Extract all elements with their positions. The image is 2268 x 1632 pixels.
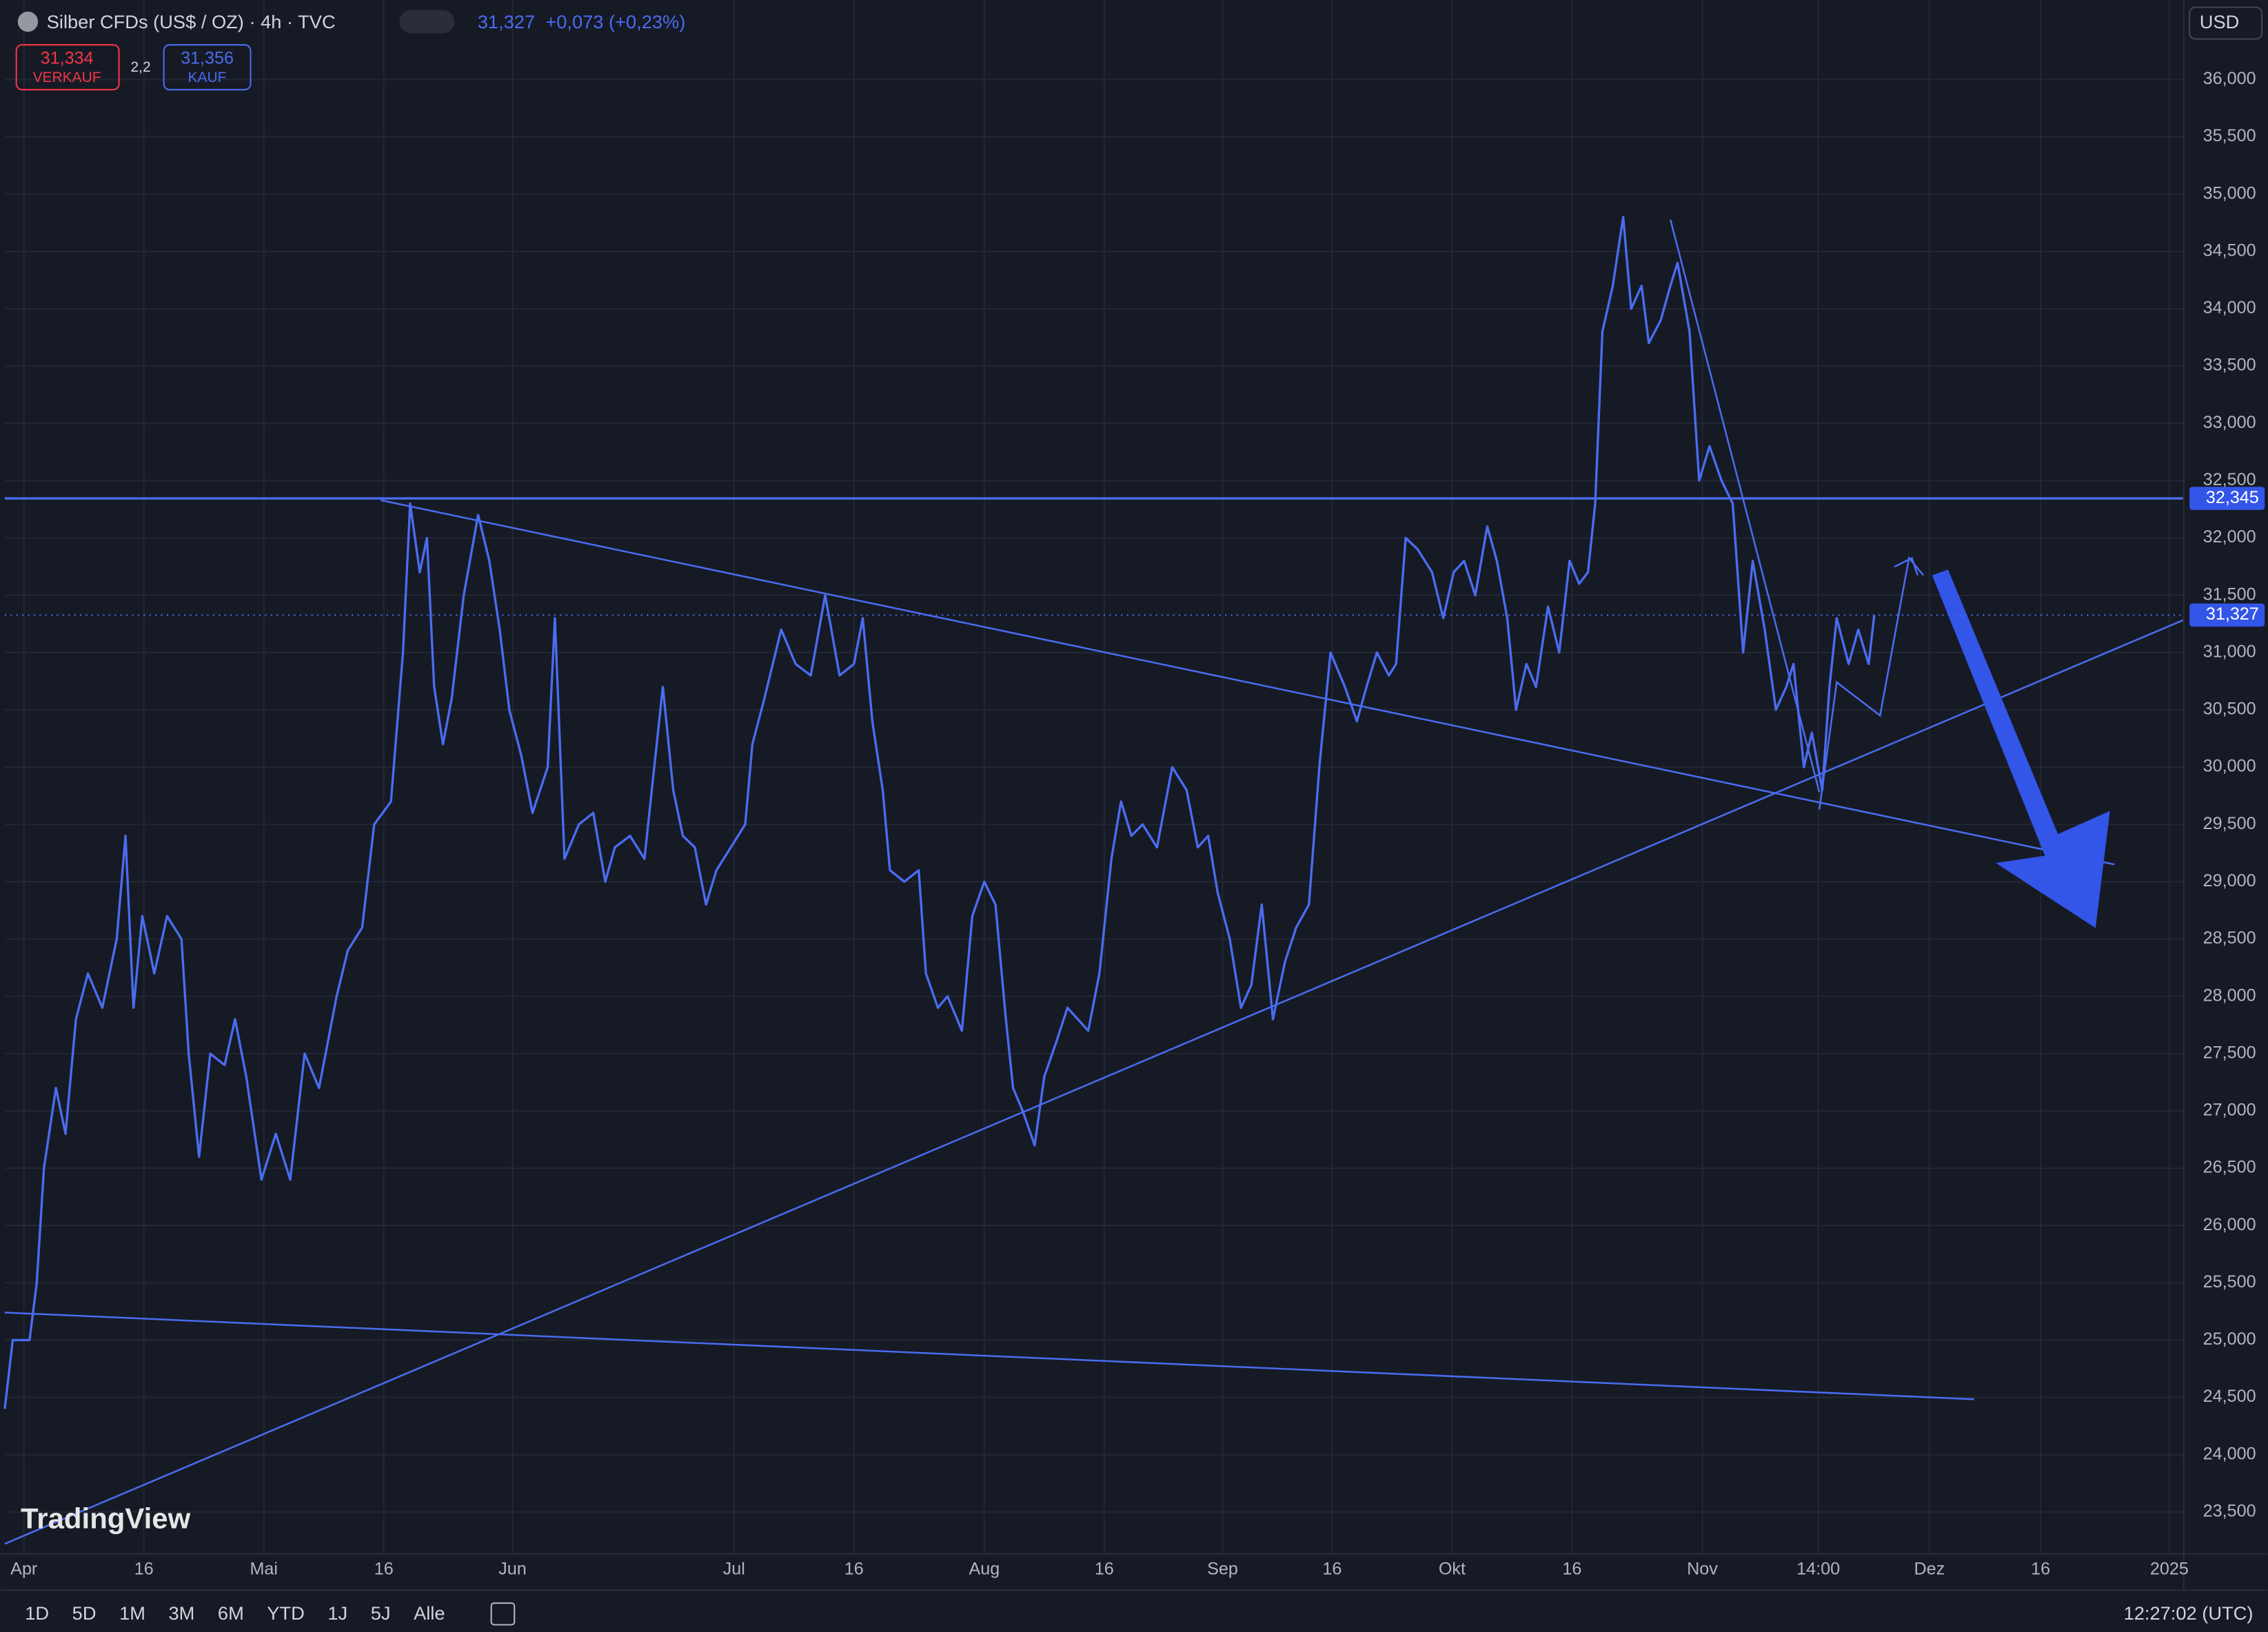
price-label-box (2189, 603, 2265, 627)
x-tick-label: 14:00 (1796, 1559, 1840, 1578)
y-tick-label: 26,000 (2203, 1215, 2256, 1234)
toolbar: 1D 5D 1M 3M 6M YTD 1J 5J Alle (25, 1602, 516, 1626)
y-tick-label: 30,000 (2203, 757, 2256, 776)
y-tick-label: 32,000 (2203, 527, 2256, 547)
x-tick-label: Apr (10, 1559, 37, 1578)
x-tick-label: Okt (1439, 1559, 1466, 1578)
price-label: 31,327 (2206, 604, 2259, 624)
range-button[interactable]: 5D (72, 1602, 97, 1624)
y-tick-label: 31,500 (2203, 584, 2256, 604)
axes: 23,500 24,000 24,500 25,000 25,500 26,000 26,5… (0, 0, 2268, 1591)
y-tick-label: 33,500 (2203, 356, 2256, 375)
y-axis-panel (2183, 0, 2268, 1591)
x-tick-label: 16 (1322, 1559, 1341, 1578)
watermark: TradingView (21, 1502, 191, 1535)
x-tick-label: Sep (1207, 1559, 1238, 1578)
symbol-title: Silber CFDs (US$ / OZ) · 4h · TVC (47, 11, 336, 32)
y-tick-label: 32,500 (2203, 470, 2256, 489)
resistance-trendline (380, 499, 2115, 866)
down-arrow (1932, 569, 2110, 928)
range-button[interactable]: 1J (327, 1602, 347, 1624)
y-tick-label: 35,000 (2203, 183, 2256, 203)
y-tick-label: 31,000 (2203, 642, 2256, 661)
y-tick-label: 28,000 (2203, 986, 2256, 1005)
x-tick-label: 16 (2031, 1559, 2050, 1578)
y-tick-label: 30,500 (2203, 700, 2256, 719)
x-tick-label: Mai (250, 1559, 278, 1578)
y-tick-label: 29,000 (2203, 871, 2256, 890)
buy-button[interactable] (163, 43, 252, 91)
buy-price: 31,356 (181, 49, 234, 68)
y-tick-label: 25,000 (2203, 1329, 2256, 1349)
x-tick-label: 16 (1562, 1559, 1581, 1578)
range-button[interactable]: 6M (218, 1602, 244, 1624)
y-tick-label: 24,000 (2203, 1444, 2256, 1463)
range-button[interactable]: Alle (414, 1602, 445, 1624)
price-label: 32,345 (2206, 488, 2259, 507)
quote: 31,327 (478, 11, 535, 32)
x-tick-label: Jul (723, 1559, 745, 1578)
sell-button[interactable] (15, 43, 120, 91)
projection-arrowhead (1894, 556, 1919, 576)
y-tick-label: 35,500 (2203, 126, 2256, 145)
quote-change: +0,073 (+0,23%) (545, 11, 685, 32)
y-tick-label: 33,000 (2203, 413, 2256, 432)
range-button[interactable]: 5J (371, 1602, 391, 1624)
x-tick-label: 16 (844, 1559, 864, 1578)
lower-trendline (4, 1312, 1974, 1400)
sell-price: 31,334 (41, 49, 94, 68)
x-tick-label: Jun (498, 1559, 527, 1578)
price-line-series (3, 216, 2184, 1409)
price-line (3, 216, 1876, 1409)
x-tick-label: 16 (374, 1559, 394, 1578)
spread: 2,2 (130, 59, 150, 75)
steep-trendline (1669, 219, 1821, 793)
range-button[interactable]: 1M (119, 1602, 145, 1624)
y-tick-label: 26,500 (2203, 1158, 2256, 1177)
sell-label: VERKAUF (33, 70, 101, 85)
y-tick-label: 29,500 (2203, 814, 2256, 833)
x-tick-label: Aug (969, 1559, 1000, 1578)
symbol-icon (17, 11, 39, 32)
y-tick-label: 27,500 (2203, 1043, 2256, 1062)
x-tick-label: 16 (1095, 1559, 1114, 1578)
status-pill (399, 10, 455, 34)
y-tick-label: 28,500 (2203, 928, 2256, 948)
range-button[interactable]: 3M (168, 1602, 194, 1624)
x-tick-label: Nov (1687, 1559, 1718, 1578)
currency: USD (2200, 11, 2240, 32)
y-tick-label: 25,500 (2203, 1272, 2256, 1292)
y-tick-label: 34,500 (2203, 241, 2256, 260)
price-label-box (2189, 487, 2265, 510)
x-tick-label: 16 (134, 1559, 154, 1578)
clock: 12:27:02 (UTC) (2124, 1602, 2254, 1624)
currency-button[interactable] (2189, 6, 2263, 40)
date-range-button (490, 1602, 516, 1626)
x-tick-label: Dez (1914, 1559, 1945, 1578)
y-tick-label: 23,500 (2203, 1502, 2256, 1521)
range-button[interactable]: YTD (267, 1602, 305, 1624)
range-button[interactable]: 1D (25, 1602, 49, 1624)
y-tick-label: 34,000 (2203, 298, 2256, 318)
x-tick-label: 2025 (2150, 1559, 2189, 1578)
buy-label: KAUF (188, 70, 227, 85)
y-tick-label: 24,500 (2203, 1387, 2256, 1406)
y-tick-label: 27,000 (2203, 1101, 2256, 1120)
y-tick-label: 36,000 (2203, 69, 2256, 88)
